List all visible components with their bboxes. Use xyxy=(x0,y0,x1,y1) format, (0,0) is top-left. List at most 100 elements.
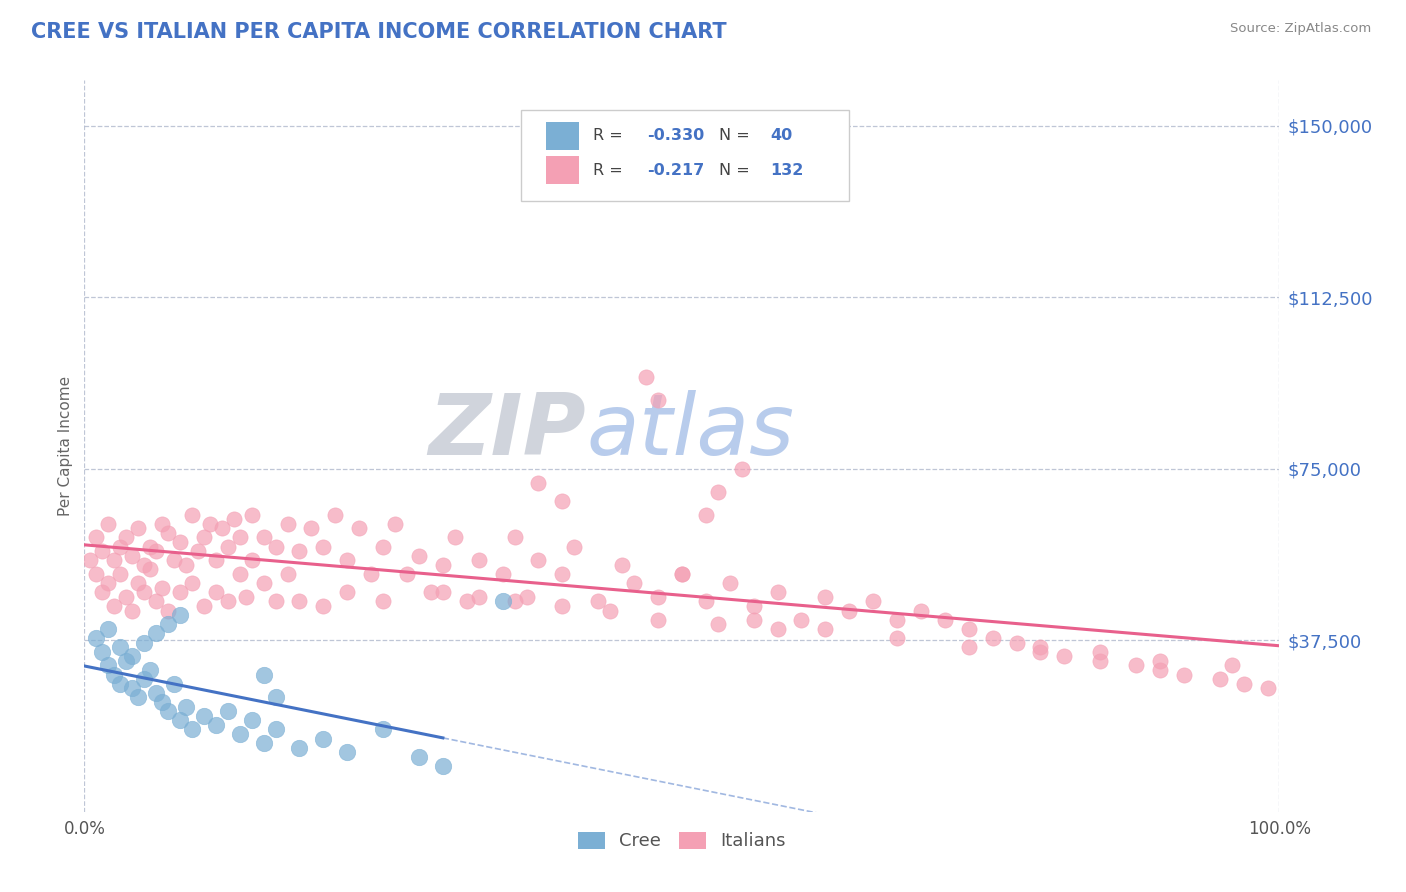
Point xyxy=(647,590,669,604)
Point xyxy=(766,622,789,636)
Point xyxy=(612,558,634,572)
Point xyxy=(766,585,789,599)
Point xyxy=(384,516,406,531)
Point xyxy=(957,622,980,636)
Point xyxy=(814,622,837,636)
Point xyxy=(205,553,228,567)
Point xyxy=(132,558,156,572)
Point xyxy=(229,567,252,582)
Point xyxy=(110,540,132,554)
Point xyxy=(647,613,669,627)
Point xyxy=(1090,654,1112,668)
Point xyxy=(157,617,180,632)
Text: Source: ZipAtlas.com: Source: ZipAtlas.com xyxy=(1230,22,1371,36)
Point xyxy=(325,508,347,522)
Point xyxy=(742,599,765,613)
Point xyxy=(277,516,299,531)
Point xyxy=(205,585,228,599)
Point xyxy=(229,727,252,741)
Point xyxy=(312,540,335,554)
Point xyxy=(910,603,932,617)
Point xyxy=(503,530,526,544)
Point xyxy=(718,576,741,591)
Point xyxy=(336,585,359,599)
Text: N =: N = xyxy=(718,128,755,144)
Point xyxy=(862,594,884,608)
Text: R =: R = xyxy=(593,162,634,178)
Point xyxy=(110,676,132,690)
Point xyxy=(1173,667,1195,681)
Point xyxy=(217,704,239,718)
Point xyxy=(240,553,263,567)
Point xyxy=(588,594,610,608)
Legend: Cree, Italians: Cree, Italians xyxy=(571,824,793,857)
Point xyxy=(222,512,245,526)
Point xyxy=(695,508,717,522)
Point xyxy=(288,740,311,755)
Point xyxy=(636,370,658,384)
Point xyxy=(150,695,173,709)
Point xyxy=(150,516,173,531)
Point xyxy=(264,540,287,554)
Point xyxy=(240,714,263,728)
Point xyxy=(132,635,156,649)
Point xyxy=(79,553,101,567)
Point xyxy=(193,530,215,544)
Point xyxy=(957,640,980,655)
Point xyxy=(742,613,765,627)
Point xyxy=(103,553,125,567)
Point xyxy=(814,590,837,604)
Point xyxy=(163,676,186,690)
Point xyxy=(205,718,228,732)
Text: CREE VS ITALIAN PER CAPITA INCOME CORRELATION CHART: CREE VS ITALIAN PER CAPITA INCOME CORREL… xyxy=(31,22,727,42)
Point xyxy=(551,567,574,582)
Point xyxy=(132,672,156,686)
Point xyxy=(1029,645,1052,659)
Point xyxy=(492,594,515,608)
Point xyxy=(91,585,114,599)
Point xyxy=(551,493,574,508)
Point xyxy=(253,736,276,750)
Point xyxy=(127,690,149,705)
Bar xyxy=(546,122,579,150)
Point xyxy=(623,576,645,591)
Point xyxy=(1149,654,1171,668)
Point xyxy=(169,585,191,599)
Point xyxy=(1090,645,1112,659)
Point xyxy=(277,567,299,582)
Point xyxy=(1125,658,1147,673)
Point xyxy=(516,590,538,604)
Point xyxy=(432,759,454,773)
Point xyxy=(420,585,443,599)
Point xyxy=(193,708,215,723)
Point xyxy=(468,553,491,567)
Y-axis label: Per Capita Income: Per Capita Income xyxy=(58,376,73,516)
Text: N =: N = xyxy=(718,162,755,178)
Point xyxy=(731,462,754,476)
Point xyxy=(103,667,125,681)
Point xyxy=(253,530,276,544)
Point xyxy=(373,540,395,554)
Text: -0.330: -0.330 xyxy=(647,128,704,144)
Point xyxy=(139,540,162,554)
Point xyxy=(127,521,149,535)
Point xyxy=(91,645,114,659)
Point xyxy=(408,549,430,563)
Point xyxy=(121,681,143,696)
Point xyxy=(139,663,162,677)
Point xyxy=(174,699,197,714)
Point xyxy=(86,530,108,544)
Point xyxy=(264,723,287,737)
Point xyxy=(157,603,180,617)
Point xyxy=(1233,676,1256,690)
Point xyxy=(103,599,125,613)
Point xyxy=(551,599,574,613)
Point xyxy=(240,508,263,522)
Point xyxy=(253,667,276,681)
Point xyxy=(1220,658,1243,673)
Point xyxy=(301,521,323,535)
Point xyxy=(169,535,191,549)
Point xyxy=(934,613,956,627)
Point xyxy=(456,594,478,608)
Point xyxy=(174,558,197,572)
